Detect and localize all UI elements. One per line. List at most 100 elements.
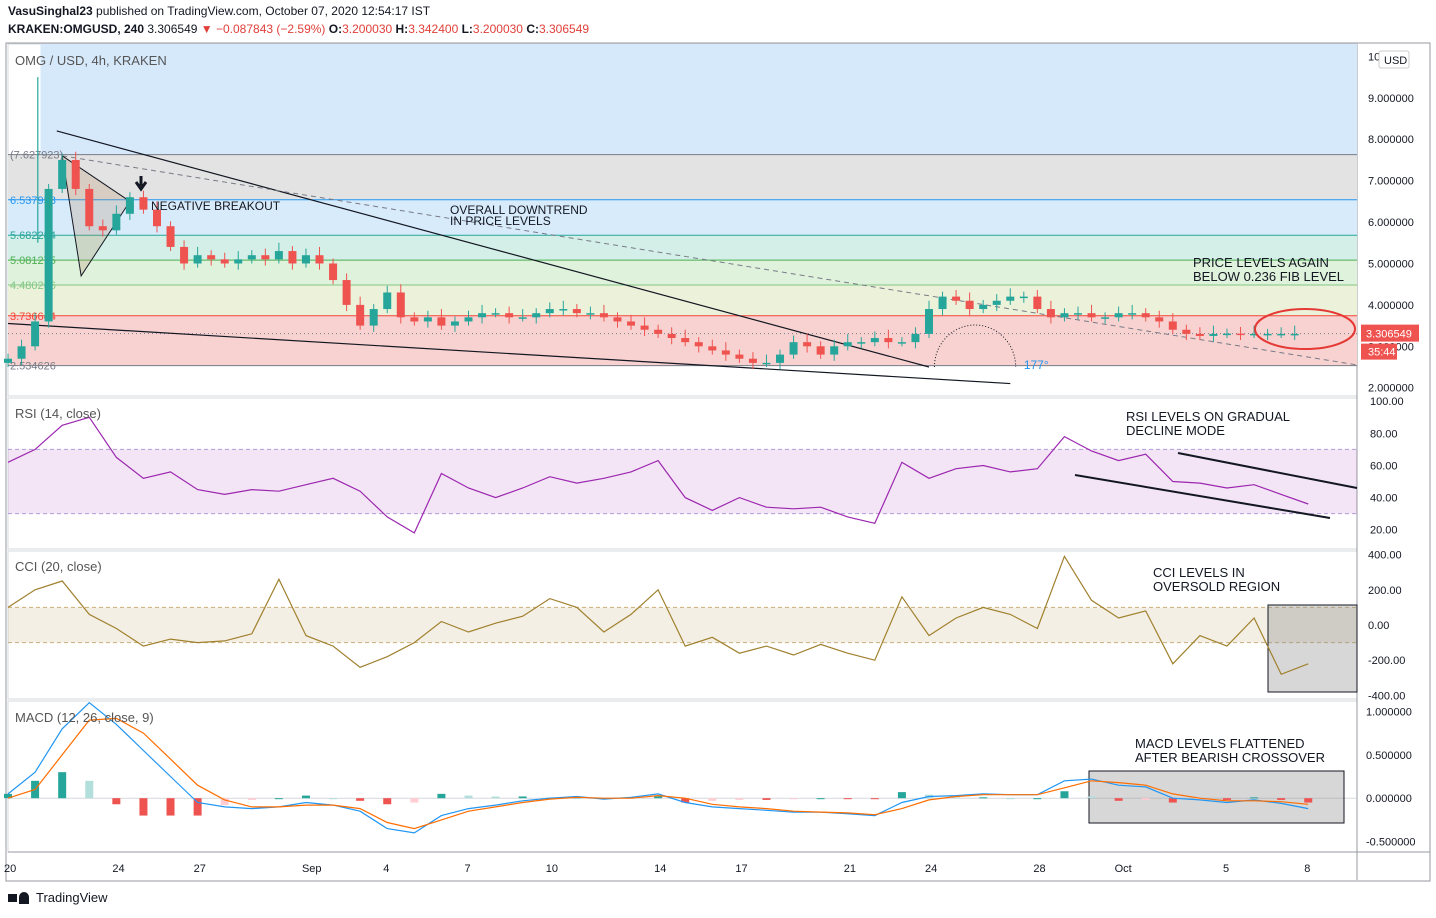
macd-histogram-bar bbox=[139, 798, 148, 816]
close-value: 3.306549 bbox=[539, 22, 590, 36]
candle-body bbox=[992, 300, 1001, 305]
last-price-badge-label: 3.306549 bbox=[1366, 329, 1412, 341]
downtrend-line bbox=[56, 130, 930, 368]
candle-body bbox=[1236, 333, 1245, 336]
time-tick-label: Oct bbox=[1115, 863, 1132, 875]
macd-histogram-bar bbox=[735, 798, 744, 800]
macd-histogram-bar bbox=[870, 798, 879, 800]
downtrend-note-1: OVERALL DOWNTREND bbox=[450, 203, 588, 217]
countdown-label: 35:44 bbox=[1368, 347, 1396, 359]
candle-body bbox=[342, 280, 351, 305]
time-tick-label: 10 bbox=[546, 863, 558, 875]
support-line bbox=[7, 322, 1011, 385]
ohlc-line: KRAKEN:OMGUSD, 240 3.306549 ▼ −0.087843 … bbox=[8, 22, 589, 36]
candle-body bbox=[613, 317, 622, 322]
macd-histogram-bar bbox=[220, 798, 229, 806]
macd-histogram-bar bbox=[979, 797, 988, 799]
macd-histogram-bar bbox=[410, 798, 419, 803]
candle-body bbox=[44, 188, 53, 322]
price-change: ▼ −0.087843 (−2.59%) bbox=[200, 22, 326, 36]
cci-tick-label: 0.00 bbox=[1368, 620, 1389, 632]
candle-body bbox=[1168, 321, 1177, 330]
macd-tick-label: 1.000000 bbox=[1366, 706, 1412, 718]
tradingview-logo-icon bbox=[8, 891, 30, 905]
fib-level-label: 3.736644 bbox=[10, 311, 56, 323]
close-label: C: bbox=[526, 22, 539, 36]
candle-body bbox=[1195, 333, 1204, 336]
candle-body bbox=[450, 321, 459, 326]
candle-body bbox=[803, 342, 812, 347]
cci-highlight-box bbox=[1267, 604, 1358, 693]
candle-body bbox=[599, 313, 608, 318]
fib-level-label: (7.627923) bbox=[10, 150, 63, 162]
macd-histogram-bar bbox=[1114, 798, 1123, 801]
candle-body bbox=[301, 255, 310, 264]
candle-body bbox=[247, 255, 256, 260]
fib-level-label: 2.534626 bbox=[10, 361, 56, 373]
macd-histogram-bar bbox=[1222, 798, 1231, 800]
rsi-note-2: DECLINE MODE bbox=[1126, 423, 1225, 438]
author-name[interactable]: VasuSinghal23 bbox=[8, 4, 93, 18]
price-tick-label: 9.000000 bbox=[1368, 93, 1414, 105]
macd-histogram-bar bbox=[681, 798, 690, 803]
macd-histogram-bar bbox=[85, 780, 94, 799]
candle-body bbox=[681, 338, 690, 343]
candle-body bbox=[816, 346, 825, 355]
fib-note-2: BELOW 0.236 FIB LEVEL bbox=[1193, 269, 1344, 284]
candle-body bbox=[1141, 313, 1150, 318]
candle-body bbox=[870, 338, 879, 343]
macd-histogram-bar bbox=[762, 798, 771, 800]
candle-body bbox=[369, 309, 378, 326]
macd-histogram-bar bbox=[464, 795, 473, 799]
candle-body bbox=[1155, 317, 1164, 322]
breakout-arrow-icon bbox=[134, 176, 148, 192]
candle-body bbox=[478, 313, 487, 318]
candle-body bbox=[329, 263, 338, 281]
fib-zone bbox=[8, 235, 1357, 261]
fib-note-1: PRICE LEVELS AGAIN bbox=[1193, 255, 1329, 270]
macd-histogram-bar bbox=[329, 798, 338, 800]
candle-body bbox=[532, 313, 541, 318]
candle-body bbox=[559, 309, 568, 311]
cci-note-1: CCI LEVELS IN bbox=[1153, 565, 1245, 580]
candle-body bbox=[261, 255, 270, 260]
candle-body bbox=[98, 226, 107, 231]
candle-body bbox=[979, 304, 988, 310]
candle-body bbox=[830, 346, 839, 355]
candle-body bbox=[396, 292, 405, 318]
candle-body bbox=[1073, 313, 1082, 315]
candle-body bbox=[965, 300, 974, 310]
time-tick-label: 28 bbox=[1033, 863, 1045, 875]
candle-body bbox=[952, 296, 961, 301]
open-label: O: bbox=[328, 22, 343, 36]
time-tick-label: 7 bbox=[465, 863, 471, 875]
macd-tick-label: 0.500000 bbox=[1366, 750, 1412, 762]
candle-body bbox=[1290, 333, 1299, 336]
macd-pane-title: MACD (12, 26, close, 9) bbox=[15, 710, 154, 725]
cci-tick-label: -200.00 bbox=[1368, 655, 1405, 667]
dashed-trend-line bbox=[62, 155, 1358, 366]
candle-body bbox=[1019, 296, 1028, 299]
candle-body bbox=[1209, 333, 1218, 336]
candle-body bbox=[220, 259, 229, 264]
candle-body bbox=[708, 346, 717, 351]
angle-arc bbox=[933, 324, 1017, 368]
candle-body bbox=[410, 317, 419, 322]
time-tick-label: 24 bbox=[112, 863, 124, 875]
high-value: 3.342400 bbox=[408, 22, 459, 36]
rsi-tick-label: 40.00 bbox=[1370, 493, 1398, 505]
footer: TradingView bbox=[8, 890, 108, 905]
candle-body bbox=[437, 317, 446, 326]
candle-body bbox=[721, 350, 730, 355]
time-tick-label: 4 bbox=[383, 863, 389, 875]
time-tick-label: 17 bbox=[735, 863, 747, 875]
candle-body bbox=[925, 309, 934, 334]
cci-pane-title: CCI (20, close) bbox=[15, 559, 102, 574]
footer-brand[interactable]: TradingView bbox=[36, 890, 108, 905]
candle-body bbox=[17, 346, 26, 359]
candle-body bbox=[180, 246, 189, 264]
macd-histogram-bar bbox=[247, 798, 256, 800]
candle-body bbox=[85, 188, 94, 227]
candle-body bbox=[152, 209, 161, 227]
